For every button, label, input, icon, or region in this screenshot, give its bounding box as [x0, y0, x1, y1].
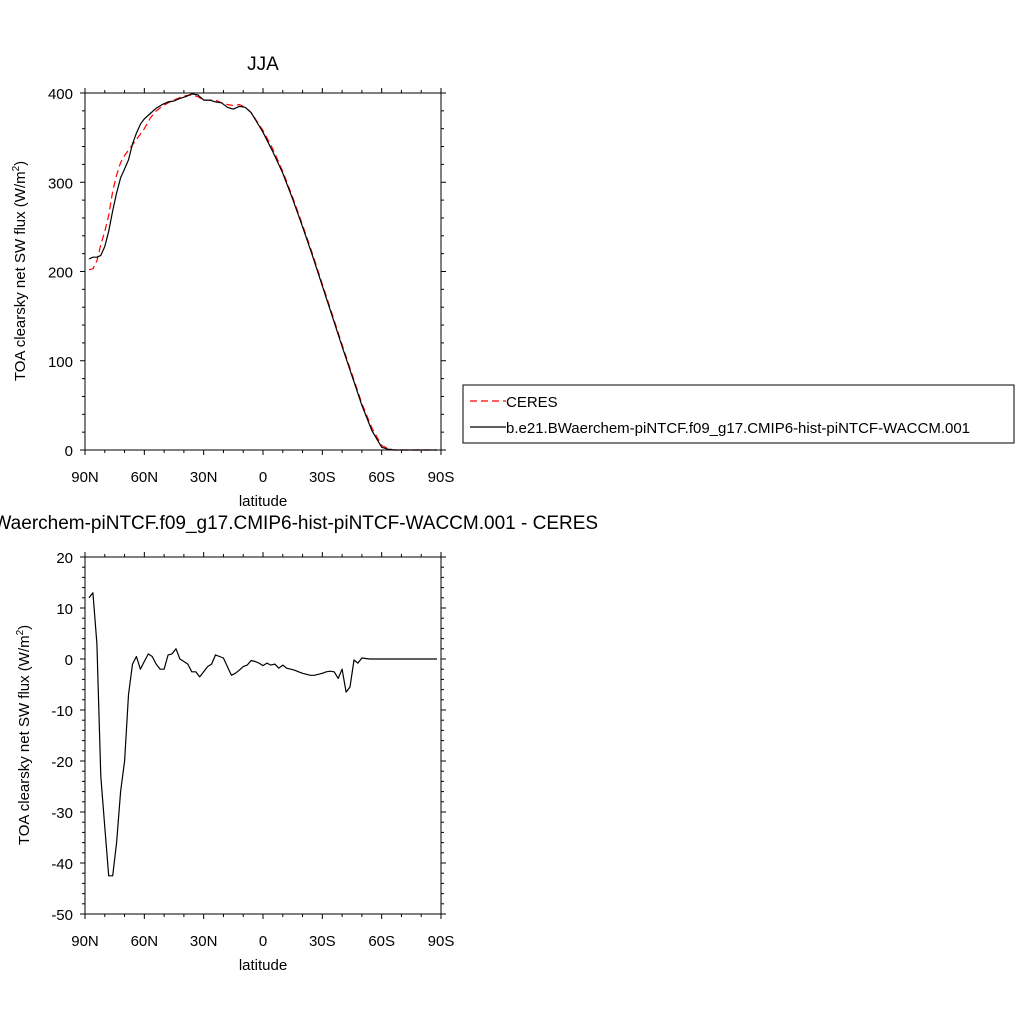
- ytick-label: 300: [48, 175, 73, 192]
- chart-top-xlabel: latitude: [239, 493, 287, 510]
- chart-bottom: b.e21.BWaerchem-piNTCF.f09_g17.CMIP6-his…: [0, 513, 598, 974]
- chart-bottom-series: [88, 592, 437, 877]
- chart-bottom-ylabel: TOA clearsky net SW flux (W/m2): [15, 625, 33, 845]
- xtick-label: 30S: [309, 469, 336, 486]
- xtick-label: 30S: [309, 933, 336, 950]
- series-line-1: [88, 93, 437, 451]
- xtick-label: 30N: [190, 933, 218, 950]
- xtick-label: 90N: [71, 469, 99, 486]
- chart-top-ylabel: TOA clearsky net SW flux (W/m2): [11, 161, 29, 381]
- legend-box: [462, 384, 1015, 444]
- ytick-label: -10: [51, 703, 73, 720]
- chart-top-frame: [84, 92, 442, 451]
- ytick-label: 20: [56, 550, 73, 567]
- chart-bottom-frame: [84, 556, 442, 915]
- series-line-0: [88, 592, 437, 877]
- ytick-label: 0: [65, 443, 73, 460]
- ytick-label: 200: [48, 265, 73, 282]
- series-line-0: [88, 94, 437, 451]
- chart-top-title: JJA: [247, 54, 279, 75]
- xtick-label: 90S: [428, 469, 455, 486]
- xtick-label: 0: [259, 469, 267, 486]
- chart-top-series: [88, 93, 437, 451]
- xtick-label: 90N: [71, 933, 99, 950]
- legend: CERES b.e21.BWaerchem-piNTCF.f09_g17.CMI…: [462, 384, 1015, 444]
- chart-bottom-ytick-labels: -50 -40 -30 -20 -10 0 10 20: [51, 550, 73, 924]
- xtick-label: 0: [259, 933, 267, 950]
- chart-top-ylabel-main: TOA clearsky net SW flux (W/m: [12, 171, 29, 381]
- chart-top-ticks: [80, 88, 446, 455]
- chart-bottom-ylabel-main: TOA clearsky net SW flux (W/m: [16, 635, 33, 845]
- xtick-label: 60N: [131, 933, 159, 950]
- chart-top-ytick-labels: 0 100 200 300 400: [48, 86, 73, 460]
- legend-label-model: b.e21.BWaerchem-piNTCF.f09_g17.CMIP6-his…: [506, 420, 970, 437]
- chart-bottom-ticks: [80, 552, 446, 919]
- ytick-label: 100: [48, 354, 73, 371]
- xtick-label: 60S: [368, 933, 395, 950]
- chart-bottom-title: b.e21.BWaerchem-piNTCF.f09_g17.CMIP6-his…: [0, 513, 598, 534]
- ytick-label: 0: [65, 652, 73, 669]
- chart-top: JJA 0 100 200 300 400 90N 60N 30N 0 30S 60S 90S la…: [11, 54, 454, 510]
- chart-top-ylabel-end: ): [12, 161, 29, 166]
- chart-bottom-xtick-labels: 90N 60N 30N 0 30S 60S 90S: [71, 933, 454, 950]
- ytick-label: -20: [51, 754, 73, 771]
- legend-label-ceres: CERES: [506, 394, 558, 411]
- xtick-label: 30N: [190, 469, 218, 486]
- xtick-label: 60S: [368, 469, 395, 486]
- chart-top-ylabel-sup: 2: [11, 165, 22, 171]
- chart-bottom-ylabel-end: ): [16, 625, 33, 630]
- ytick-label: -30: [51, 805, 73, 822]
- ytick-label: 400: [48, 86, 73, 103]
- ytick-label: -50: [51, 907, 73, 924]
- chart-bottom-xlabel: latitude: [239, 957, 287, 974]
- ytick-label: 10: [56, 601, 73, 618]
- ytick-label: -40: [51, 856, 73, 873]
- chart-top-xtick-labels: 90N 60N 30N 0 30S 60S 90S: [71, 469, 454, 486]
- chart-bottom-ylabel-sup: 2: [15, 629, 26, 635]
- xtick-label: 60N: [131, 469, 159, 486]
- xtick-label: 90S: [428, 933, 455, 950]
